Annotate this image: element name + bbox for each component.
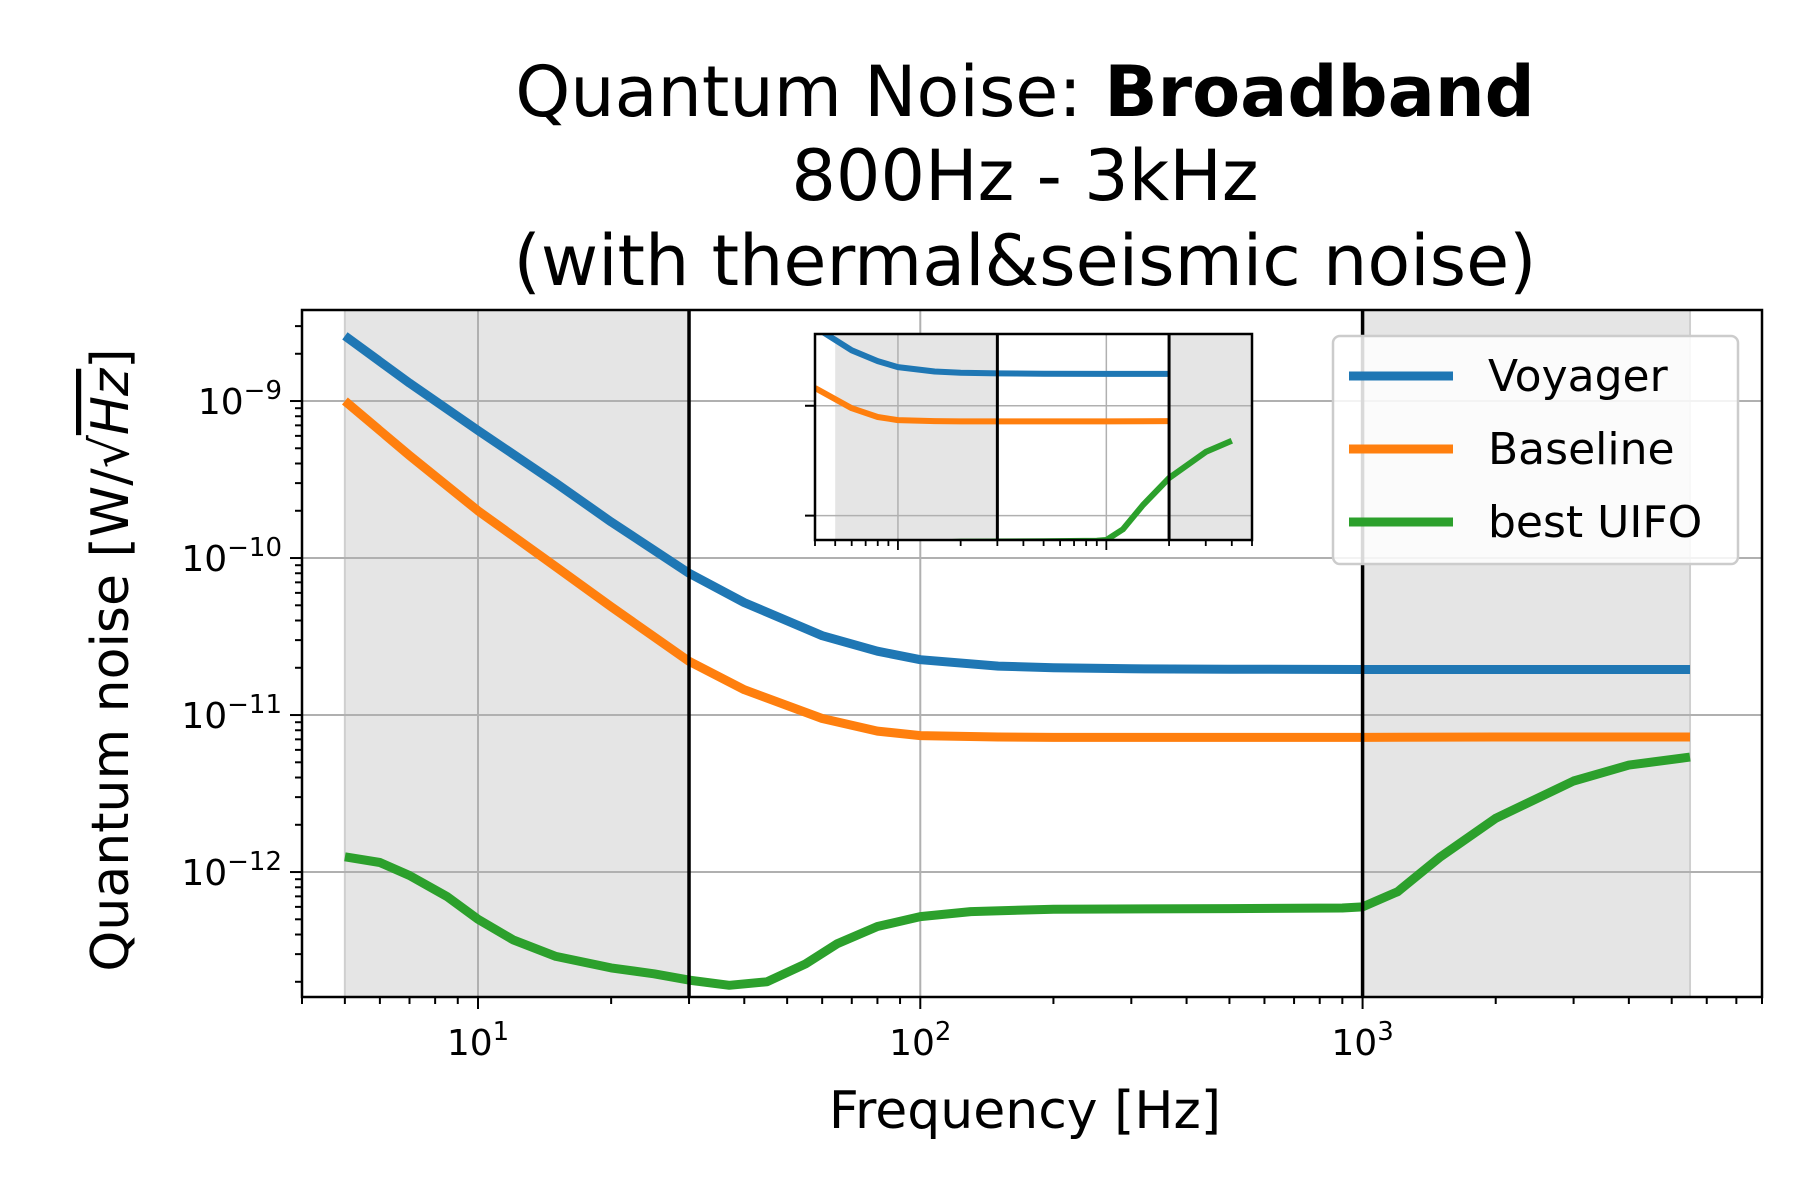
x-tick-label: 101 — [447, 1017, 509, 1064]
x-tick-label-exponent: 1 — [493, 1017, 510, 1047]
x-tick-label-exponent: 2 — [935, 1017, 952, 1047]
x-tick-label-base: 10 — [447, 1023, 493, 1064]
y-axis-title-radicand: Hz — [81, 367, 141, 435]
y-tick-label: 10−12 — [181, 847, 282, 894]
x-axis-title: Frequency [Hz] — [829, 1081, 1221, 1141]
legend-label-2: best UIFO — [1488, 497, 1702, 548]
inset-series-group — [815, 334, 1233, 540]
inset-shaded-region-0 — [835, 334, 998, 540]
y-tick-label-exponent: −11 — [227, 690, 282, 720]
x-tick-label-exponent: 3 — [1377, 1017, 1394, 1047]
y-tick-label-exponent: −12 — [227, 847, 282, 877]
y-axis-title: Quantum noise [W/√Hz] — [81, 348, 141, 971]
sqrt-icon: √ — [81, 434, 141, 468]
chart-title-line1: Quantum Noise: Broadband — [515, 51, 1535, 133]
x-tick-label-base: 10 — [1331, 1023, 1377, 1064]
y-tick-label-base: 10 — [181, 696, 227, 737]
y-tick-label-base: 10 — [181, 853, 227, 894]
inset-series-line-1 — [815, 385, 1170, 425]
inset-plot — [805, 332, 1254, 550]
inset-shaded-region-1 — [1169, 334, 1252, 540]
chart-title-line2: 800Hz - 3kHz — [791, 135, 1258, 217]
y-tick-label-base: 10 — [198, 382, 244, 423]
legend-label-0: Voyager — [1488, 351, 1669, 402]
series-group — [341, 332, 1691, 990]
y-tick-label-exponent: −10 — [227, 533, 282, 563]
inset-series-line-2 — [928, 438, 1233, 540]
series-line-2 — [344, 752, 1691, 990]
legend: Voyager Baseline best UIFO — [1331, 334, 1740, 566]
y-tick-label: 10−9 — [198, 376, 282, 423]
x-tick-label-base: 10 — [889, 1023, 935, 1064]
shaded-region-0 — [344, 310, 690, 997]
y-axis-title-prefix: Quantum noise [W/ — [81, 468, 141, 972]
y-tick-label-exponent: −9 — [244, 376, 282, 406]
chart-title-bold: Broadband — [1104, 51, 1535, 133]
inset-frame — [813, 332, 1254, 542]
legend-box — [1331, 334, 1740, 566]
chart-title-line3: (with thermal&seismic noise) — [514, 220, 1537, 302]
x-tick-label: 103 — [1331, 1017, 1393, 1064]
chart-title-prefix: Quantum Noise: — [515, 51, 1104, 133]
y-tick-label: 10−10 — [181, 533, 282, 580]
y-axis-title-suffix: ] — [81, 348, 141, 368]
series-line-1 — [341, 397, 1690, 742]
x-tick-label: 102 — [889, 1017, 951, 1064]
series-line-0 — [342, 332, 1690, 674]
y-tick-label-base: 10 — [181, 539, 227, 580]
legend-label-1: Baseline — [1488, 424, 1675, 475]
y-tick-label: 10−11 — [181, 690, 282, 737]
plot-frame — [300, 308, 1764, 999]
inset-series-line-0 — [820, 334, 1170, 377]
